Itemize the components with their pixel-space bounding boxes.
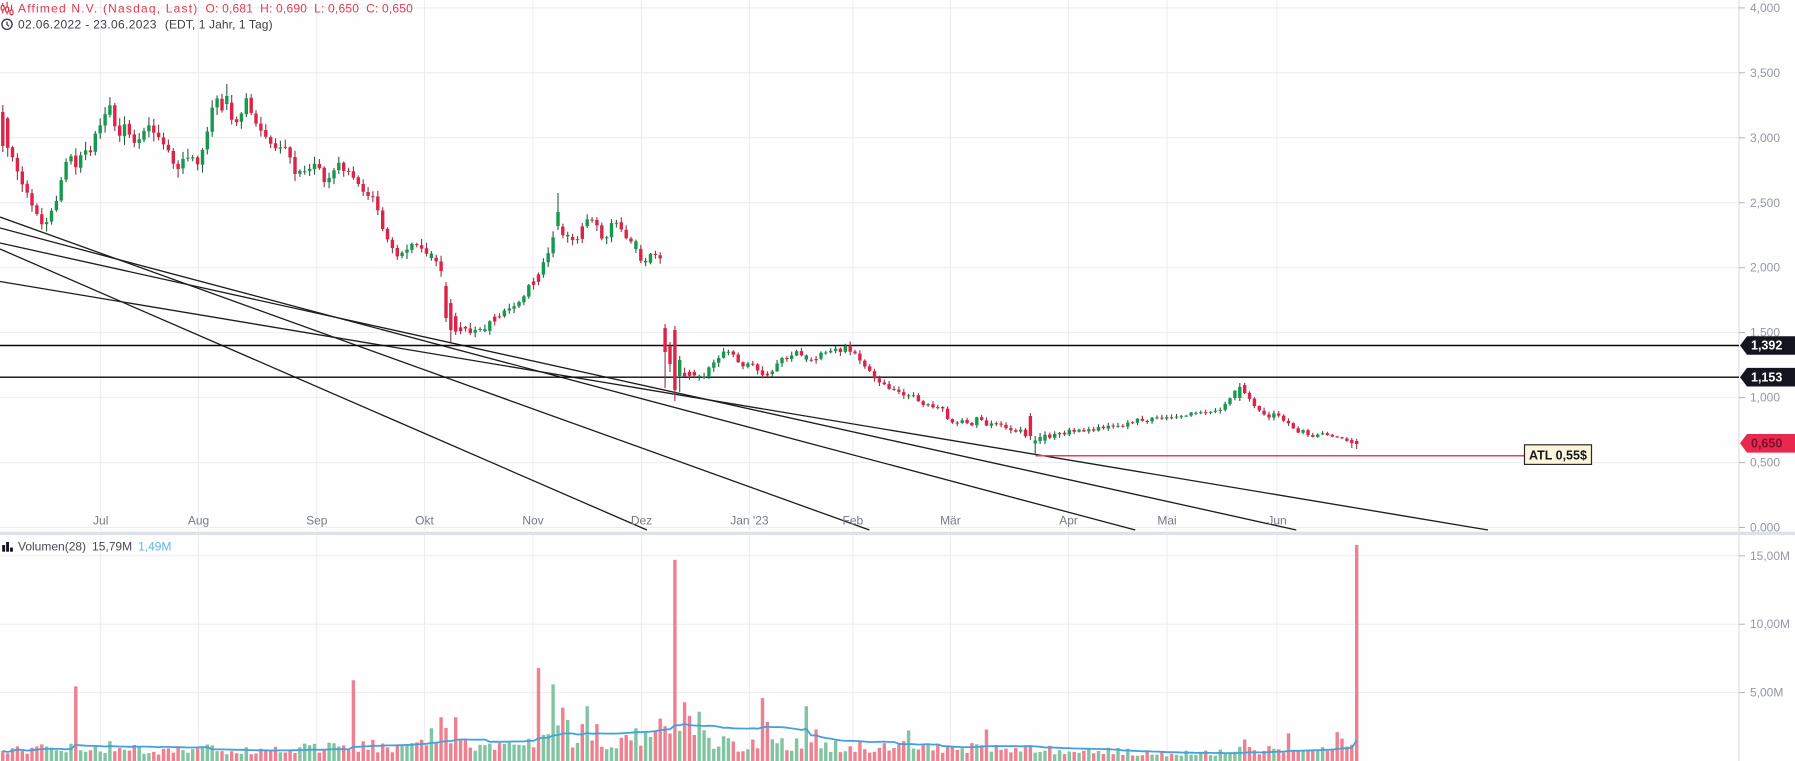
svg-text:ATL 0,55$: ATL 0,55$ <box>1529 448 1587 462</box>
svg-text:5,00M: 5,00M <box>1750 686 1783 700</box>
svg-text:1,000: 1,000 <box>1750 391 1780 405</box>
svg-text:Dez: Dez <box>631 514 652 528</box>
svg-text:Sep: Sep <box>306 514 328 528</box>
svg-text:3,500: 3,500 <box>1750 66 1780 80</box>
svg-text:10,00M: 10,00M <box>1750 617 1790 631</box>
svg-text:02.06.2022 - 23.06.2023(EDT, 1: 02.06.2022 - 23.06.2023 (EDT, 1 Jahr, 1 T… <box>18 18 273 32</box>
svg-text:Okt: Okt <box>415 514 434 528</box>
svg-text:Mai: Mai <box>1157 514 1176 528</box>
svg-text:Nov: Nov <box>522 514 543 528</box>
svg-text:Jan '23: Jan '23 <box>730 514 769 528</box>
svg-text:4,000: 4,000 <box>1750 1 1780 15</box>
svg-text:2,500: 2,500 <box>1750 196 1780 210</box>
svg-text:1,153: 1,153 <box>1751 370 1782 384</box>
svg-text:Affimed N.V. (Nasdaq, Last)O:: Affimed N.V. (Nasdaq, Last) O: 0,681 H: 0,… <box>18 2 413 16</box>
svg-text:Mär: Mär <box>940 514 961 528</box>
svg-text:Apr: Apr <box>1059 514 1078 528</box>
svg-text:Aug: Aug <box>188 514 209 528</box>
svg-text:1,392: 1,392 <box>1751 339 1782 353</box>
svg-text:0,650: 0,650 <box>1751 437 1782 451</box>
svg-text:0.000: 0.000 <box>1750 521 1780 535</box>
svg-text:Jul: Jul <box>93 514 108 528</box>
svg-text:Feb: Feb <box>843 514 864 528</box>
svg-text:0,500: 0,500 <box>1750 456 1780 470</box>
svg-text:1,500: 1,500 <box>1750 326 1780 340</box>
svg-text:2,000: 2,000 <box>1750 261 1780 275</box>
svg-text:3,000: 3,000 <box>1750 131 1780 145</box>
svg-text:Jun: Jun <box>1267 514 1286 528</box>
svg-text:15,00M: 15,00M <box>1750 549 1790 563</box>
